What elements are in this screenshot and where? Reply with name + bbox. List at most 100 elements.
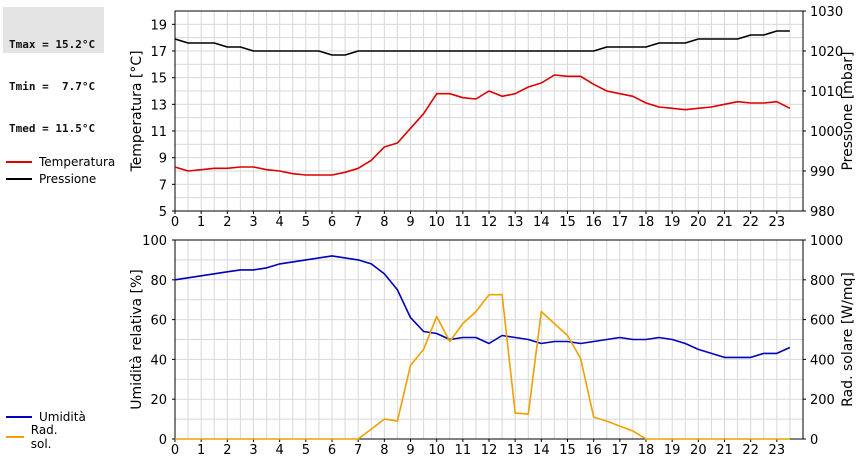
chart1-ylabel: Temperatura [°C]: [129, 50, 145, 172]
chart2-series-rad-sol: [175, 293, 790, 440]
legend-label-pressione: Pressione: [39, 171, 97, 186]
chart2-ytick-right-label: 800: [810, 274, 835, 289]
legend-item-umidita: Umidità: [6, 408, 86, 425]
legend-label-radsol: Rad. sol.: [30, 422, 58, 451]
chart1-ytick-right-label: 980: [810, 205, 835, 220]
chart1-xtick-label: 23: [769, 215, 786, 230]
chart1-ytick-label: 11: [150, 125, 167, 140]
chart1-xtick-label: 10: [428, 215, 445, 230]
chart2-xtick-label: 8: [380, 443, 388, 458]
chart2-xtick-label: 4: [276, 443, 284, 458]
chart2-ytick-right-label: 200: [810, 393, 835, 408]
chart1-ytick-right-label: 1020: [810, 45, 843, 60]
chart2-xtick-label: 2: [223, 443, 231, 458]
legend-item-pressione: Pressione: [6, 170, 115, 187]
chart2-ytick-label: 80: [150, 274, 167, 289]
chart1-xtick-label: 3: [249, 215, 257, 230]
chart2-xtick-label: 13: [507, 443, 524, 458]
chart2-ytick-right-label: 600: [810, 314, 835, 329]
legend-item-radsol: Rad. sol.: [6, 423, 66, 451]
chart2-ytick-label: 20: [150, 393, 167, 408]
chart2-xtick-label: 3: [249, 443, 257, 458]
chart1-xtick-label: 22: [742, 215, 759, 230]
chart1-xtick-label: 8: [380, 215, 388, 230]
chart1-xtick-label: 17: [612, 215, 629, 230]
chart1-ytick-label: 15: [150, 72, 167, 87]
chart1-ytick-label: 5: [159, 205, 167, 220]
chart2-xtick-label: 1: [197, 443, 205, 458]
chart2-ytick-right-label: 0: [810, 433, 818, 448]
chart1-xtick-label: 1: [197, 215, 205, 230]
chart1-xtick-label: 7: [354, 215, 362, 230]
chart2-ytick-label: 40: [150, 353, 167, 368]
stat-tmed: Tmed = 11.5°C: [9, 122, 96, 135]
stats-box: Tmax = 15.2°C Tmin = 7.7°C Tmed = 11.5°C: [3, 7, 104, 135]
chart1-ytick-label: 13: [150, 98, 167, 113]
legend-swatch-pressione: [6, 177, 32, 180]
chart2-ytick-label: 60: [150, 314, 167, 329]
chart2-xtick-label: 12: [481, 443, 498, 458]
stat-tmin: Tmin = 7.7°C: [9, 80, 96, 93]
chart2-xtick-label: 14: [533, 443, 550, 458]
chart2-ylabel-right: Rad. solare [W/mq]: [840, 272, 856, 407]
chart1-ytick-right-label: 1010: [810, 85, 843, 100]
legend-label-temperatura: Temperatura: [39, 154, 116, 169]
chart1-series-pressione: [174, 30, 790, 56]
chart2-xtick-label: 5: [302, 443, 310, 458]
legend-swatch-umidita: [6, 415, 32, 418]
chart2-xtick-label: 23: [769, 443, 786, 458]
chart2-xtick-label: 16: [585, 443, 602, 458]
chart1-xtick-label: 21: [716, 215, 733, 230]
chart2-ytick-label: 0: [159, 433, 167, 448]
legend-top: Temperatura Pressione: [6, 153, 115, 187]
chart2-ytick-right-label: 400: [810, 353, 835, 368]
legend-swatch-temperatura: [6, 160, 32, 163]
chart2-xtick-label: 21: [716, 443, 733, 458]
chart2-series-umidit: [174, 255, 791, 359]
chart1-xtick-label: 18: [638, 215, 655, 230]
chart2-xtick-label: 22: [742, 443, 759, 458]
chart2-xtick-label: 18: [638, 443, 655, 458]
chart1-xtick-label: 13: [507, 215, 524, 230]
chart2-ylabel: Umidità relativa [%]: [129, 269, 145, 410]
chart1-xtick-label: 12: [481, 215, 498, 230]
chart1-ytick-label: 9: [159, 152, 167, 167]
chart2-xtick-label: 20: [690, 443, 707, 458]
chart1-xtick-label: 15: [559, 215, 576, 230]
chart1-xtick-label: 2: [223, 215, 231, 230]
chart1-xtick-label: 4: [276, 215, 284, 230]
chart2-xtick-label: 17: [612, 443, 629, 458]
chart2-xtick-label: 9: [406, 443, 414, 458]
chart2-ytick-right-label: 1000: [810, 234, 843, 249]
chart1-ytick-right-label: 990: [810, 165, 835, 180]
chart1-ytick-right-label: 1030: [810, 5, 843, 20]
chart1-xtick-label: 14: [533, 215, 550, 230]
stat-tmax: Tmax = 15.2°C: [9, 38, 96, 51]
chart1-series-temperatura: [174, 74, 791, 176]
legend-swatch-radsol: [6, 435, 24, 438]
chart1-ylabel-right: Pressione [mbar]: [840, 51, 856, 170]
chart2-xtick-label: 19: [664, 443, 681, 458]
chart2-xtick-label: 6: [328, 443, 336, 458]
chart1-xtick-label: 20: [690, 215, 707, 230]
chart1-xtick-label: 5: [302, 215, 310, 230]
chart1-xtick-label: 11: [455, 215, 472, 230]
chart2-xtick-label: 10: [428, 443, 445, 458]
chart2-xtick-label: 15: [559, 443, 576, 458]
chart1-xtick-label: 0: [171, 215, 179, 230]
chart2-xtick-label: 11: [455, 443, 472, 458]
chart2-ytick-label: 100: [142, 234, 167, 249]
chart1-xtick-label: 9: [406, 215, 414, 230]
legend-label-umidita: Umidità: [39, 409, 86, 424]
chart1-xtick-label: 16: [585, 215, 602, 230]
legend-item-temperatura: Temperatura: [6, 153, 115, 170]
chart2-xtick-label: 7: [354, 443, 362, 458]
chart2-xtick-label: 0: [171, 443, 179, 458]
chart1-ytick-label: 7: [159, 178, 167, 193]
chart1-ytick-right-label: 1000: [810, 125, 843, 140]
chart1-xtick-label: 19: [664, 215, 681, 230]
chart1-ytick-label: 17: [150, 45, 167, 60]
chart1-ytick-label: 19: [150, 18, 167, 33]
chart1-xtick-label: 6: [328, 215, 336, 230]
